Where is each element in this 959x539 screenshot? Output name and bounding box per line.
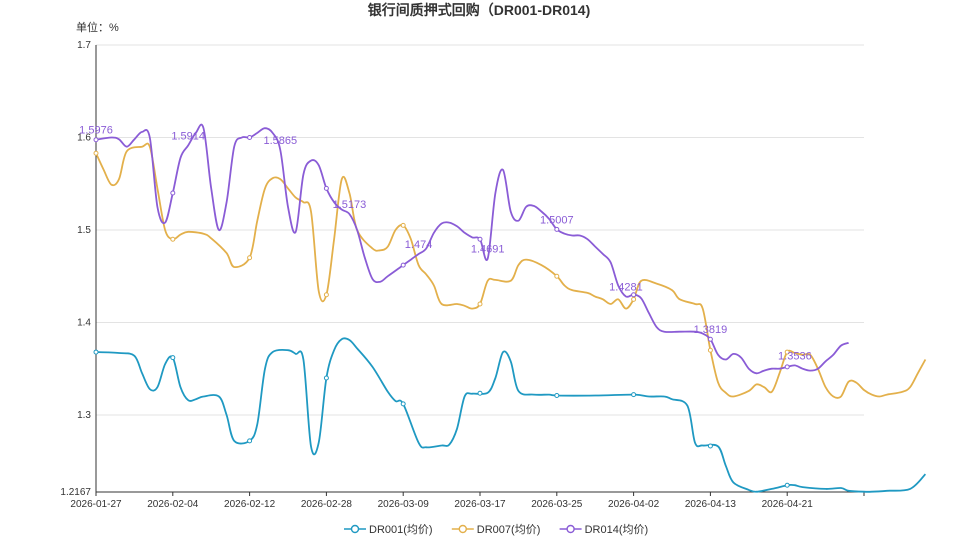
data-label: 1.3536 [778,350,812,362]
y-tick-label: 1.5 [77,225,91,236]
x-tick-label: 2026-04-21 [762,499,814,510]
series-point-1 [554,273,560,279]
series-point-2 [323,185,329,191]
series-point-2 [477,236,483,242]
data-label: 1.4691 [471,244,505,256]
series-point-1 [707,347,713,353]
legend-marker [566,524,575,534]
legend-item-1[interactable]: DR007(均价) [451,523,541,536]
x-tick-label: 2026-02-12 [224,499,276,510]
unit-label: 单位：% [76,20,119,34]
series-point-2 [554,226,560,232]
data-label: 1.5173 [333,199,367,211]
series-point-2 [170,190,176,196]
legend-label: DR007(均价) [477,523,541,536]
series-point-2 [631,292,637,298]
series-point-0 [784,482,790,488]
series-point-2 [707,336,713,342]
x-tick-label: 2026-03-25 [531,499,583,510]
series-point-1 [784,349,790,355]
x-tick-label: 2026-01-27 [70,499,122,510]
series-line-0 [95,337,927,493]
data-label: 1.5976 [79,125,113,137]
chart-title: 银行间质押式回购（DR001-DR014) [368,2,590,18]
x-tick-label: 2026-03-17 [454,499,506,510]
data-label: 1.5914 [171,130,205,142]
series-point-2 [247,134,253,140]
series-point-0 [631,392,637,398]
legend-marker [350,524,360,534]
y-tick-label: 1.7 [77,40,91,51]
legend-label: DR014(均价) [585,523,649,536]
series-point-0 [554,393,560,399]
data-labels: 1.5976 1.5914 1.5865 1.5173 1.474 1.4691 1.500… [79,125,812,363]
series-point-0 [247,438,253,444]
data-label: 1.3819 [694,324,728,336]
y-tick-label: 1.6 [77,132,91,143]
series-markers [93,134,790,488]
data-label: 1.5865 [263,135,297,147]
x-tick-label: 2026-03-09 [378,499,430,510]
grid [96,44,864,416]
data-label: 1.5007 [540,214,574,226]
series-lines [95,123,927,493]
legend-item-2[interactable]: DR014(均价) [559,523,649,536]
x-tick-label: 2026-02-04 [147,499,199,510]
y-tick-label: 1.3 [77,410,91,421]
series-point-1 [93,150,99,156]
y-axis: 1.7 1.6 1.5 1.4 1.3 1.2167 [60,40,97,498]
data-label: 1.4281 [609,281,643,293]
series-point-1 [400,222,406,228]
series-line-1 [95,142,927,399]
series-point-0 [323,375,329,381]
y-tick-label-min: 1.2167 [60,487,91,498]
series-point-1 [323,292,329,298]
legend-item-0[interactable]: DR001(均价) [344,523,433,536]
x-axis: 2026-01-27 2026-02-04 2026-02-12 2026-02-28… [70,491,865,510]
series-point-0 [707,443,713,449]
series-point-2 [93,137,99,143]
x-tick-label: 2026-02-28 [301,499,353,510]
legend[interactable]: DR001(均价) DR007(均价) DR014(均价) [344,523,648,536]
series-point-0 [93,349,99,355]
series-point-1 [170,236,176,242]
series-point-2 [400,262,406,268]
series-point-1 [477,301,483,307]
series-point-0 [477,390,483,396]
series-point-0 [400,401,406,407]
series-point-0 [170,355,176,361]
x-tick-label: 2026-04-13 [685,499,737,510]
legend-label: DR001(均价) [369,523,433,536]
y-tick-label: 1.4 [77,317,91,328]
series-line-2 [95,123,849,375]
legend-marker [458,524,467,534]
series-point-1 [247,255,253,261]
series-point-2 [784,364,790,370]
series-point-1 [631,296,637,302]
data-label: 1.474 [405,239,433,251]
x-tick-label: 2026-04-02 [608,499,660,510]
